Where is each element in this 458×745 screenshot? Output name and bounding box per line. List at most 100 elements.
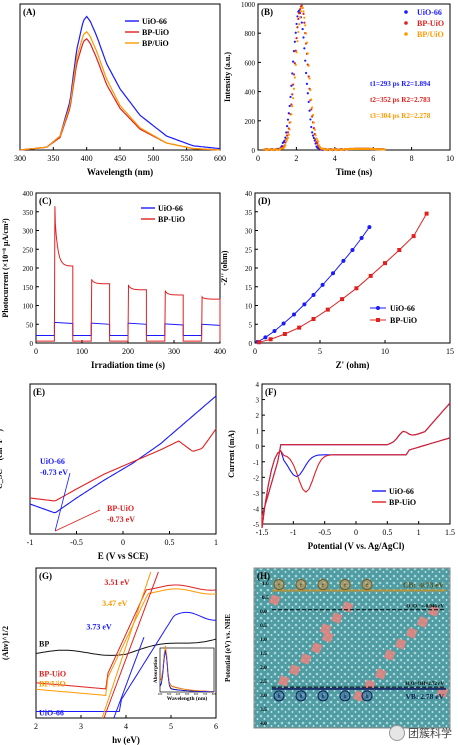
watermark: 团簇科学	[389, 725, 452, 741]
data-point-b	[383, 148, 386, 151]
data-point-b	[292, 96, 295, 100]
y-tick-label-d: 20	[245, 265, 253, 273]
legend-label-a: BP/UiO	[142, 39, 169, 48]
series-line-f	[261, 402, 451, 528]
x-tick-label-e: 0.5	[165, 538, 175, 547]
data-point-b	[289, 95, 292, 99]
y-tick-label-h: 3.5	[260, 707, 267, 713]
legend-label-d: BP-UiO	[390, 316, 417, 325]
y-axis-label-f: Current (mA)	[227, 430, 236, 478]
electron-h	[361, 579, 373, 591]
data-point-d	[268, 337, 273, 342]
y-tick-label-h: -1.0	[260, 581, 269, 587]
x-tick-label-g: 3	[79, 722, 83, 731]
y-tick-label-h: 1.5	[260, 651, 267, 657]
hole-label-h: h	[300, 694, 303, 700]
x-tick-label-c: 0	[34, 347, 38, 356]
data-point-b	[311, 131, 314, 134]
y-tick-label-h: 0.5	[260, 623, 267, 629]
legend-label-g: BP/UiO	[39, 680, 66, 689]
data-point-b	[293, 76, 296, 79]
y-tick-label-d: 0	[249, 340, 253, 348]
data-point-d	[311, 317, 316, 321]
data-point-b	[311, 113, 315, 117]
oh-label-h: H₂O/·OH=2.72 eV	[405, 682, 444, 687]
data-point-b	[305, 82, 309, 85]
data-point-d	[297, 325, 302, 330]
data-point-b	[303, 21, 306, 24]
data-point-b	[300, 4, 303, 7]
data-point-d	[341, 258, 346, 263]
data-point-b	[311, 106, 314, 109]
bp-flake-h	[288, 664, 301, 676]
x-tick-label-f: 0.5	[382, 528, 392, 537]
data-point-b	[288, 104, 291, 108]
y-tick-label-h: 4.0	[260, 721, 267, 727]
data-point-d	[302, 302, 307, 307]
hole-label-h: h	[344, 694, 347, 700]
data-point-b	[292, 60, 295, 63]
annotation-g: 3.51 eV	[104, 578, 130, 587]
x-tick-label-f: -1	[290, 528, 297, 537]
electron-h	[295, 579, 307, 591]
data-point-b	[307, 75, 310, 78]
data-point-b	[293, 62, 296, 65]
data-point-b	[287, 133, 290, 136]
y-tick-label-f: -3	[253, 490, 259, 498]
legend-label-a: BP-UiO	[142, 28, 169, 37]
hole-label-h: h	[322, 694, 325, 700]
series-line-g	[36, 611, 217, 712]
series-line-g	[35, 588, 217, 696]
data-point-b	[316, 142, 319, 145]
panel-label-e: (E)	[33, 387, 45, 397]
data-point-d	[311, 293, 316, 297]
x-axis-label-e: E (V vs SCE)	[98, 551, 149, 561]
bp-flake-h	[416, 616, 429, 628]
x-axis-label-g: hν (eV)	[112, 735, 140, 745]
data-point-b	[301, 6, 304, 9]
fit-annotation-b: t2=352 ps R2=2.783	[370, 96, 431, 104]
data-point-b	[296, 15, 299, 18]
data-point-b	[293, 40, 296, 43]
y-tick-label-c: 350	[23, 209, 34, 217]
electron-label-h: e	[278, 583, 281, 589]
y-tick-label-f: -5	[253, 521, 259, 529]
x-tick-label-e: -0.5	[70, 538, 83, 547]
data-point-d	[424, 211, 429, 216]
data-point-b	[294, 63, 297, 66]
data-point-b	[306, 52, 309, 55]
y-tick-label-c: 300	[23, 228, 34, 236]
data-point-b	[297, 30, 300, 34]
y-tick-label-c: 100	[23, 303, 34, 311]
legend-label-c: BP-UiO	[158, 215, 185, 224]
legend-label-f: BP-UiO	[389, 498, 416, 507]
data-point-d	[397, 248, 402, 252]
x-tick-label-b: 10	[446, 154, 454, 163]
data-point-b	[317, 144, 321, 147]
bp-flake-h	[277, 675, 290, 687]
y-tick-label-h: -0.5	[260, 595, 269, 601]
inset-tick-label-g: 400	[176, 692, 181, 696]
data-point-b	[299, 10, 303, 13]
inset-x-label-g: Wavelength (nm)	[167, 695, 208, 702]
data-point-b	[285, 140, 288, 143]
y-tick-label-d: 35	[245, 209, 253, 217]
electron-label-h: e	[366, 583, 369, 589]
x-tick-label-f: 1	[417, 528, 421, 537]
inset-tick-label-g: 500	[185, 692, 190, 696]
y-tick-label-d: 40	[245, 190, 253, 198]
series-line-g	[35, 584, 217, 690]
plot-frame-f	[261, 383, 451, 525]
x-tick-label-a: 300	[14, 154, 26, 163]
data-point-b	[296, 40, 299, 43]
data-point-b	[286, 136, 290, 139]
inset-tick-label-g: 600	[194, 692, 199, 696]
series-line-f	[261, 402, 451, 528]
data-point-d	[367, 225, 372, 230]
hole-h	[295, 690, 307, 702]
x-tick-label-a: 350	[47, 154, 59, 163]
x-tick-label-g: 6	[214, 722, 218, 731]
x-tick-label-b: 6	[371, 154, 375, 163]
x-axis-label-a: Wavelength (nm)	[87, 167, 153, 177]
